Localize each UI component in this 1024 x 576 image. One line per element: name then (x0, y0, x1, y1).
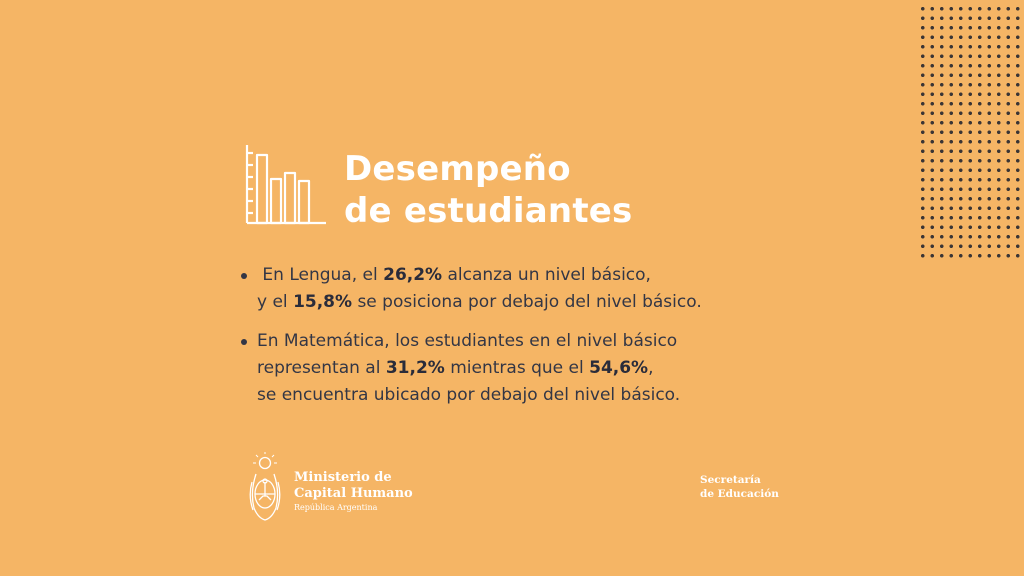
secretaria-line-1: Secretaría (700, 474, 761, 486)
title-line-2: de estudiantes (344, 191, 633, 231)
bullet-text: se posiciona por debajo del nivel básico… (352, 292, 702, 312)
bullet-text: y el (257, 292, 294, 312)
country-name: República Argentina (294, 503, 378, 512)
bullet-dot-icon (241, 273, 247, 279)
bullet-line: representan al 31,2% mientras que el 54,… (257, 355, 860, 382)
bullet-item: En Matemática, los estudiantes en el niv… (240, 328, 860, 409)
bullet-text: representan al (257, 358, 386, 378)
ministry-logo: Ministerio de Capital Humano República A… (246, 452, 446, 522)
bullet-line: En Lengua, el 26,2% alcanza un nivel bás… (257, 262, 860, 289)
highlight-percentage: 54,6% (589, 358, 649, 378)
secretaria-logo: Secretaría de Educación (700, 473, 779, 501)
bullet-text: En Lengua, el (257, 265, 384, 285)
page-title: Desempeño de estudiantes (344, 148, 632, 232)
bullet-dot-icon (241, 339, 247, 345)
bullet-line: se encuentra ubicado por debajo del nive… (257, 382, 860, 409)
bar-chart-icon (245, 145, 326, 225)
title-line-1: Desempeño (344, 149, 571, 189)
bullet-line: y el 15,8% se posiciona por debajo del n… (257, 289, 860, 316)
bullet-line: En Matemática, los estudiantes en el niv… (257, 328, 860, 355)
highlight-percentage: 15,8% (293, 292, 353, 312)
bullet-list: En Lengua, el 26,2% alcanza un nivel bás… (240, 262, 860, 421)
ministry-name-line-1: Ministerio de (294, 470, 392, 485)
dot-pattern-decoration (918, 4, 1024, 262)
coat-of-arms-icon (249, 452, 281, 521)
bullet-text: , (648, 358, 654, 378)
highlight-percentage: 26,2% (383, 265, 443, 285)
bullet-item: En Lengua, el 26,2% alcanza un nivel bás… (240, 262, 860, 316)
bullet-text: se encuentra ubicado por debajo del nive… (257, 385, 681, 405)
bullet-text: alcanza un nivel básico, (442, 265, 651, 285)
ministry-name-line-2: Capital Humano (294, 486, 413, 501)
secretaria-line-2: de Educación (700, 488, 779, 500)
bullet-text: En Matemática, los estudiantes en el niv… (257, 331, 678, 351)
highlight-percentage: 31,2% (385, 358, 445, 378)
bullet-text: mientras que el (444, 358, 590, 378)
